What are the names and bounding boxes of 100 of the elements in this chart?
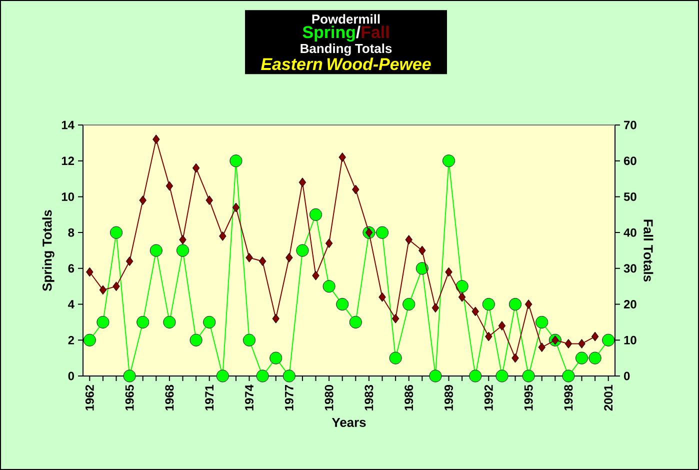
point — [152, 134, 160, 144]
y2-tick-label: 0 — [624, 372, 630, 380]
x-tick-label: 1986 — [404, 384, 414, 410]
point — [163, 316, 176, 328]
text: / — [356, 26, 360, 38]
point — [602, 334, 615, 346]
point — [243, 334, 256, 346]
point — [496, 370, 508, 382]
point — [298, 178, 306, 188]
point — [322, 280, 336, 293]
point — [445, 267, 452, 277]
y-tick-label: 6 — [68, 264, 74, 273]
point — [286, 252, 293, 262]
point — [576, 352, 588, 364]
point — [126, 256, 134, 266]
text: Banding Totals — [300, 44, 392, 56]
point — [83, 334, 96, 346]
point — [203, 316, 216, 328]
point — [99, 285, 107, 295]
point — [456, 280, 468, 293]
point — [270, 352, 282, 364]
point — [392, 314, 400, 324]
point — [336, 298, 349, 311]
point — [429, 370, 442, 382]
point — [416, 262, 428, 275]
x-tick-label: 1998 — [564, 384, 573, 410]
y-tick-label: 14 — [62, 120, 74, 130]
y2-axis-title: Fall Totals — [644, 220, 654, 282]
point — [588, 352, 602, 364]
point — [282, 370, 296, 382]
chart-title: Powdermill — [312, 14, 380, 24]
y2-tick-label: 20 — [624, 300, 636, 308]
y2-tick-label: 50 — [624, 192, 636, 201]
x-tick-label: 1980 — [324, 385, 334, 410]
point — [166, 181, 174, 191]
x-tick-label: 1962 — [85, 384, 94, 410]
point — [176, 244, 190, 257]
point — [378, 292, 386, 302]
point — [522, 370, 535, 382]
point — [352, 184, 360, 194]
x-tick-label: 2001 — [604, 384, 613, 411]
point — [325, 238, 333, 248]
point — [469, 370, 482, 382]
point — [538, 342, 546, 352]
point — [296, 244, 309, 257]
point — [562, 370, 575, 382]
point — [206, 196, 213, 206]
point — [258, 256, 266, 266]
point — [86, 267, 94, 277]
x-tick-label: 1974 — [245, 384, 254, 410]
y-tick-label: 12 — [62, 156, 74, 166]
point — [472, 306, 479, 316]
y2-tick-label: 60 — [624, 156, 636, 166]
x-tick-label: 1983 — [364, 384, 374, 410]
y-tick-label: 0 — [68, 372, 74, 380]
text: Fall — [362, 26, 389, 38]
point — [338, 152, 346, 162]
point — [482, 298, 495, 311]
x-tick-label: 1971 — [205, 384, 214, 410]
point — [96, 316, 110, 328]
point — [256, 370, 269, 382]
point — [232, 202, 240, 212]
point — [349, 316, 362, 328]
x-tick-label: 1992 — [484, 384, 493, 410]
point — [458, 292, 466, 302]
point — [219, 231, 226, 241]
point — [509, 298, 522, 311]
point — [192, 163, 200, 173]
point — [112, 282, 120, 292]
point — [591, 332, 599, 342]
point — [310, 208, 322, 221]
point — [578, 338, 586, 348]
point — [230, 154, 242, 168]
point — [402, 298, 416, 311]
point — [136, 316, 150, 328]
point — [110, 226, 123, 239]
point — [564, 338, 572, 348]
point — [190, 334, 202, 346]
point — [512, 353, 519, 363]
x-tick-label: 1989 — [444, 384, 453, 410]
point — [179, 234, 186, 244]
x-tick-label: 1968 — [165, 384, 174, 410]
point — [498, 321, 506, 331]
point — [139, 196, 146, 206]
point — [485, 332, 492, 342]
y-tick-label: 10 — [62, 192, 74, 201]
point — [405, 234, 412, 244]
point — [216, 370, 229, 382]
x-tick-label: 1965 — [125, 384, 134, 410]
x-tick-label: 1995 — [524, 384, 533, 410]
point — [312, 270, 320, 280]
point — [123, 370, 136, 382]
point — [432, 303, 440, 313]
point — [524, 300, 532, 310]
point — [552, 335, 559, 345]
x-axis-title: Years — [332, 418, 366, 427]
point — [272, 314, 280, 324]
point — [389, 352, 402, 364]
y2-tick-label: 30 — [624, 264, 636, 273]
y-axis-title: Spring Totals — [42, 210, 54, 292]
